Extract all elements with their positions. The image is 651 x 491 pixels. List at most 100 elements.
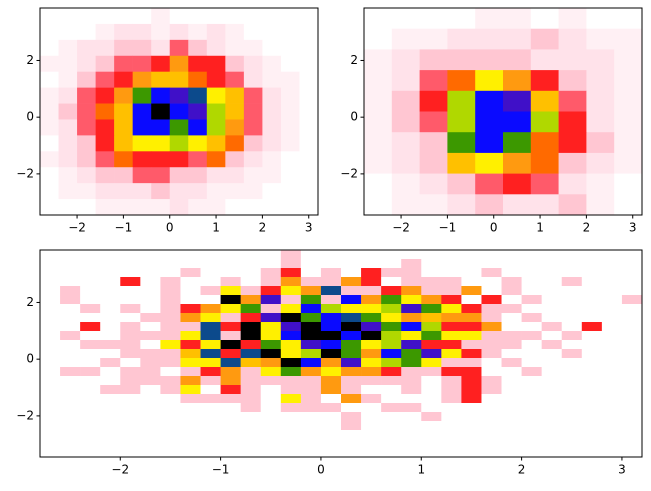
hist-cell — [421, 286, 442, 296]
hist-cell — [361, 403, 382, 413]
hist-cell — [521, 439, 542, 449]
hist-cell — [558, 132, 587, 154]
hist-cell — [60, 277, 81, 287]
hist-cell — [243, 135, 263, 152]
hist-cell — [541, 250, 563, 260]
hist-cell — [120, 448, 141, 458]
hist-cell — [60, 268, 81, 278]
hist-cell — [320, 331, 342, 341]
hist-cell — [530, 173, 559, 195]
hist-cell — [140, 340, 161, 350]
hist-cell — [220, 385, 241, 395]
hist-cell — [521, 367, 542, 377]
hist-cell — [120, 439, 141, 449]
hist-cell — [80, 277, 101, 287]
hist-cell — [132, 119, 152, 136]
hist-cell — [320, 304, 342, 314]
hist-cell — [621, 250, 643, 260]
hist-cell — [60, 448, 81, 458]
hist-cell — [260, 277, 282, 287]
hist-cell — [180, 313, 201, 323]
hist-cell — [40, 268, 61, 278]
hist-cell — [200, 331, 221, 341]
hist-cell — [40, 119, 59, 136]
hist-cell — [243, 71, 263, 88]
hist-cell — [40, 167, 59, 184]
hist-cell — [621, 304, 643, 314]
hist-cell — [581, 277, 603, 287]
hist-cell — [503, 8, 532, 29]
hist-cell — [501, 430, 522, 440]
hist-cell — [180, 295, 201, 305]
hist-cell — [361, 385, 382, 395]
hist-cell — [621, 322, 643, 332]
hist-cell — [280, 268, 302, 278]
y-tick-label: 0 — [350, 110, 358, 124]
hist-cell — [114, 39, 133, 57]
hist-cell — [461, 448, 482, 458]
hist-cell — [447, 132, 476, 154]
hist-cell — [361, 295, 382, 305]
hist-cell — [621, 295, 643, 305]
hist-cell — [541, 268, 563, 278]
hist-cell — [447, 152, 476, 174]
hist-cell — [561, 403, 583, 413]
hist-cell — [601, 394, 623, 404]
hist-cell — [262, 87, 282, 104]
hist-cell — [364, 152, 393, 174]
hist-cell — [220, 394, 241, 404]
hist-cell — [40, 8, 59, 25]
hist-cell — [541, 340, 563, 350]
hist-cell — [401, 448, 422, 458]
hist-cell — [95, 103, 115, 120]
hist-cell — [220, 304, 241, 314]
hist-cell — [240, 259, 262, 269]
hist-cell — [240, 403, 262, 413]
hist-cell — [206, 199, 226, 216]
hist-cell — [421, 268, 442, 278]
hist-cell — [169, 87, 189, 104]
hist-cell — [58, 135, 78, 152]
hist-cell — [501, 403, 522, 413]
hist-cell — [621, 376, 643, 386]
hist-cell — [220, 313, 241, 323]
hist-cell — [206, 71, 226, 88]
hist-cell — [151, 135, 171, 152]
hist-cell — [77, 87, 96, 104]
hist-cell — [299, 183, 319, 200]
hist-cell — [601, 304, 623, 314]
hist-cell — [541, 358, 563, 368]
hist-cell — [601, 349, 623, 359]
hist-cell — [521, 331, 542, 341]
hist-cell — [521, 376, 542, 386]
hist-cell — [160, 421, 181, 431]
hist-cell — [501, 322, 522, 332]
hist-cell — [100, 286, 121, 296]
hist-cell — [200, 259, 221, 269]
hist-cell — [581, 448, 603, 458]
hist-cell — [206, 119, 226, 136]
hist-cell — [180, 367, 201, 377]
hist-cell — [558, 28, 587, 50]
hist-cell — [260, 295, 282, 305]
hist-cell — [541, 349, 563, 359]
hist-cell — [401, 421, 422, 431]
hist-cell — [220, 268, 241, 278]
hist-cell — [180, 403, 201, 413]
hist-cell — [614, 49, 643, 71]
hist-cell — [160, 295, 181, 305]
hist-cell — [140, 412, 161, 422]
hist-cell — [461, 340, 482, 350]
hist-cell — [421, 358, 442, 368]
hist-cell — [243, 151, 263, 168]
hist-cell — [160, 304, 181, 314]
hist-cell — [621, 268, 643, 278]
hist-cell — [461, 358, 482, 368]
hist-cell — [541, 331, 563, 341]
hist-cell — [280, 286, 302, 296]
hist-cell — [320, 403, 342, 413]
hist-cell — [80, 349, 101, 359]
hist-cell — [120, 277, 141, 287]
hist-cell — [441, 412, 462, 422]
hist-cell — [447, 28, 476, 50]
